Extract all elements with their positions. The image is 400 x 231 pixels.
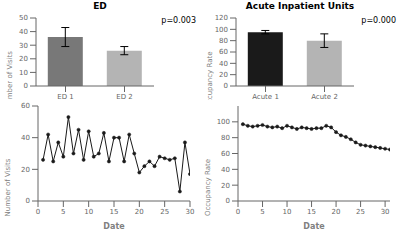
svg-text:20: 20 (19, 55, 28, 63)
svg-text:10: 10 (19, 69, 28, 77)
svg-text:25: 25 (356, 208, 365, 216)
svg-text:50: 50 (19, 14, 28, 22)
svg-text:120: 120 (215, 14, 228, 22)
svg-text:Acute 1: Acute 1 (252, 93, 279, 100)
svg-text:60: 60 (219, 48, 228, 56)
svg-text:Date: Date (103, 222, 125, 231)
svg-text:20: 20 (21, 166, 30, 174)
svg-text:30: 30 (19, 42, 28, 50)
svg-text:40: 40 (221, 166, 230, 174)
html-text:ED: ED (93, 1, 107, 11)
svg-text:80: 80 (221, 134, 230, 142)
svg-text:10: 10 (283, 208, 292, 216)
html-text:p=0.003: p=0.003 (161, 16, 196, 25)
html-text:p=0.000: p=0.000 (361, 16, 396, 25)
svg-text:15: 15 (307, 208, 316, 216)
svg-text:20: 20 (135, 208, 144, 216)
svg-text:20: 20 (332, 208, 341, 216)
svg-text:15: 15 (110, 208, 119, 216)
svg-text:10: 10 (84, 208, 93, 216)
svg-text:20: 20 (219, 71, 228, 79)
svg-text:Number of Visits: Number of Visits (4, 158, 12, 216)
svg-text:0: 0 (36, 208, 40, 216)
svg-text:Number of Visits: Number of Visits (6, 51, 14, 100)
svg-text:100: 100 (215, 26, 228, 34)
svg-text:60: 60 (221, 150, 230, 158)
svg-text:0: 0 (226, 197, 230, 205)
svg-text:Occupancy Rate: Occupancy Rate (206, 51, 214, 100)
svg-text:5: 5 (61, 208, 65, 216)
svg-text:0: 0 (236, 208, 240, 216)
svg-text:ED 1: ED 1 (57, 93, 74, 100)
svg-text:30: 30 (381, 208, 390, 216)
svg-text:100: 100 (217, 118, 230, 126)
html-text:Acute Inpatient Units: Acute Inpatient Units (245, 1, 355, 11)
svg-text:Acute 2: Acute 2 (311, 93, 338, 100)
svg-text:60: 60 (21, 102, 30, 110)
svg-text:80: 80 (219, 37, 228, 45)
svg-text:40: 40 (21, 134, 30, 142)
svg-text:Date: Date (303, 222, 325, 231)
svg-text:40: 40 (219, 60, 228, 68)
svg-text:0: 0 (26, 197, 30, 205)
svg-text:0: 0 (224, 82, 228, 90)
svg-text:25: 25 (160, 208, 169, 216)
svg-text:20: 20 (221, 182, 230, 190)
svg-text:Occupancy Rate: Occupancy Rate (204, 159, 212, 216)
svg-text:ED 2: ED 2 (116, 93, 133, 100)
svg-text:30: 30 (186, 208, 195, 216)
svg-text:5: 5 (260, 208, 264, 216)
svg-text:40: 40 (19, 28, 28, 36)
svg-text:0: 0 (24, 82, 28, 90)
